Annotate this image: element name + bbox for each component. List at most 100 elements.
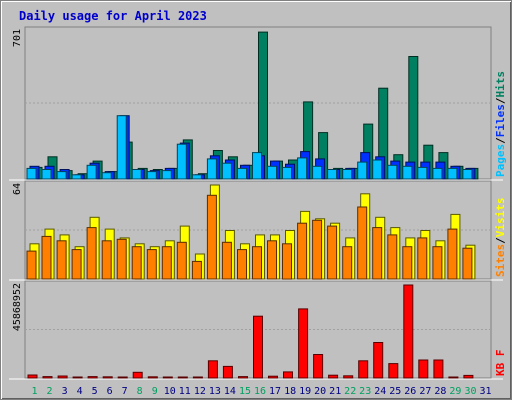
bar-hits-day-26 <box>408 56 419 180</box>
bar-sites-day-6 <box>101 240 112 280</box>
legend-entry: / <box>494 97 507 104</box>
bar-pages-day-25 <box>387 164 398 180</box>
bar-sites-day-8 <box>131 246 142 280</box>
legend-entry: / <box>494 137 507 144</box>
bar-kb-f-day-3 <box>57 375 68 379</box>
series-sites <box>26 194 473 280</box>
bar-kb-f-day-19 <box>298 308 309 379</box>
bar-pages-day-18 <box>282 166 292 180</box>
bar-pages-day-15 <box>237 167 247 180</box>
bar-pages-day-30 <box>462 169 473 180</box>
day-label-22: 22 <box>344 386 356 397</box>
bar-kb-f-day-22 <box>343 375 354 379</box>
day-label-8: 8 <box>137 386 143 397</box>
day-axis-labels: 1 2 3 4 5 6 7 8 9 10 11 12 13 14 15 16 17 18 19 20 21 22 23 24 2… <box>31 386 491 397</box>
day-label-3: 3 <box>62 386 68 397</box>
bar-kb-f-day-1 <box>27 374 38 379</box>
day-label-12: 12 <box>194 386 206 397</box>
bar-sites-day-11 <box>176 241 187 280</box>
day-label-1: 1 <box>31 386 37 397</box>
bar-kb-f-day-13 <box>207 360 218 379</box>
day-label-20: 20 <box>314 386 326 397</box>
day-label-17: 17 <box>269 386 281 397</box>
bar-sites-day-13 <box>206 194 217 280</box>
bar-pages-day-17 <box>267 165 277 180</box>
day-label-26: 26 <box>404 386 416 397</box>
day-label-31: 31 <box>479 386 491 397</box>
bar-pages-day-3 <box>56 171 67 180</box>
day-label-6: 6 <box>107 386 113 397</box>
bar-kb-f-day-27 <box>418 359 429 379</box>
bar-kb-f-day-14 <box>222 365 233 379</box>
bar-sites-day-20 <box>312 219 323 280</box>
bar-kb-f-day-15 <box>238 376 248 379</box>
bar-sites-day-26 <box>402 246 413 280</box>
series-kb-f <box>27 284 474 379</box>
legend-entry: Visits <box>494 198 507 238</box>
panel-sites-visits: 64 Sites/Visits <box>9 180 507 281</box>
day-label-4: 4 <box>77 386 83 397</box>
bar-kb-f-day-29 <box>448 376 459 379</box>
bar-sites-day-1 <box>26 250 37 280</box>
bar-pages-day-2 <box>41 169 52 180</box>
bar-kb-f-day-9 <box>147 376 158 379</box>
day-label-23: 23 <box>359 386 371 397</box>
bar-pages-day-10 <box>161 170 172 180</box>
bar-sites-day-23 <box>357 206 368 280</box>
bar-kb-f-day-30 <box>463 374 474 379</box>
bar-sites-day-15 <box>237 249 247 280</box>
bar-sites-day-10 <box>161 246 172 280</box>
bar-sites-day-21 <box>327 225 338 280</box>
day-label-19: 19 <box>299 386 311 397</box>
day-label-27: 27 <box>419 386 431 397</box>
legend-entry: / <box>494 237 507 244</box>
legend-entry: Sites <box>494 244 507 277</box>
day-label-10: 10 <box>164 386 176 397</box>
bar-pages-day-19 <box>297 157 308 180</box>
bar-kb-f-day-8 <box>132 371 143 379</box>
chart-panels: 701Pages/Files/Hits64Sites/Visits4586895… <box>9 26 507 380</box>
bar-kb-f-day-24 <box>373 342 384 379</box>
bar-pages-day-13 <box>206 158 217 180</box>
bar-pages-day-28 <box>432 167 443 180</box>
bar-sites-day-28 <box>432 246 443 280</box>
day-label-5: 5 <box>92 386 98 397</box>
bar-kb-f-day-11 <box>177 376 188 379</box>
chart-title: Daily usage for April 2023 <box>19 9 207 23</box>
bar-kb-f-day-28 <box>433 359 444 379</box>
bar-sites-day-16 <box>252 246 262 280</box>
bar-pages-day-12 <box>191 174 202 180</box>
bar-kb-f-day-6 <box>102 376 113 379</box>
bar-kb-f-day-12 <box>192 376 203 379</box>
panel-kbf: 45868952 KB F <box>9 280 507 380</box>
panel-max-label: 45868952 <box>12 283 23 331</box>
day-label-16: 16 <box>254 386 266 397</box>
bar-kb-f-day-23 <box>358 360 369 379</box>
day-label-11: 11 <box>179 386 191 397</box>
day-label-28: 28 <box>434 386 446 397</box>
bar-sites-day-24 <box>372 227 383 280</box>
bar-pages-day-7 <box>116 115 127 180</box>
bar-kb-f-day-21 <box>328 374 339 379</box>
panel-legend: Sites/Visits <box>494 198 507 278</box>
legend-entry: KB F <box>494 350 507 377</box>
bar-pages-day-27 <box>417 166 428 180</box>
panel-legend: Pages/Files/Hits <box>494 71 507 177</box>
day-label-24: 24 <box>374 386 386 397</box>
bar-pages-day-14 <box>221 162 232 180</box>
bar-kb-f-day-18 <box>283 371 293 379</box>
bar-pages-day-6 <box>101 172 112 180</box>
bar-sites-day-2 <box>41 235 52 280</box>
bar-sites-day-9 <box>146 249 157 280</box>
bar-kb-f-day-5 <box>87 376 98 379</box>
panel-legend: KB F <box>494 350 507 377</box>
bar-kb-f-day-26 <box>403 284 414 379</box>
day-label-14: 14 <box>224 386 236 397</box>
bar-pages-day-20 <box>312 165 323 180</box>
bar-sites-day-7 <box>116 238 127 280</box>
bar-sites-day-22 <box>342 246 353 280</box>
bar-pages-day-16 <box>252 152 262 180</box>
